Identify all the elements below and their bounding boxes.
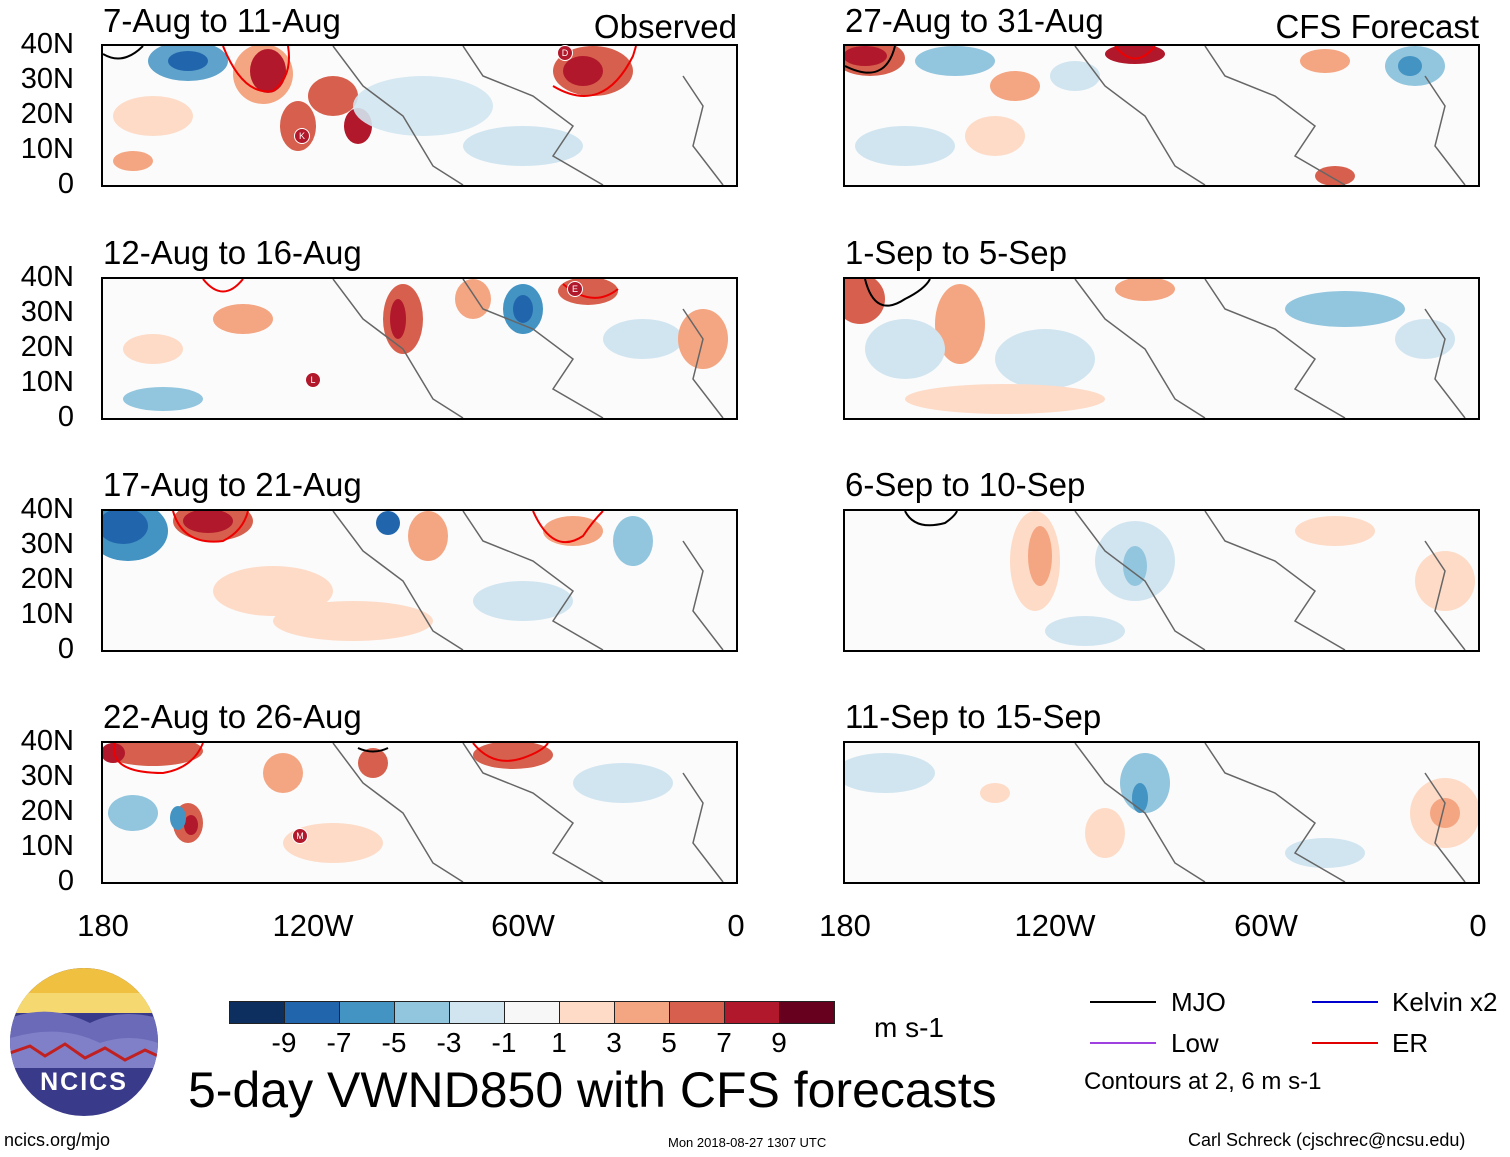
colorbar-tick-label: 3 xyxy=(606,1027,622,1058)
panel-tag-cfs-forecast: CFS Forecast xyxy=(1275,8,1479,45)
lat-label: 0 xyxy=(57,865,74,897)
map-area xyxy=(843,741,1480,884)
anomaly-field xyxy=(904,511,1475,650)
logo-text: NCICS xyxy=(40,1068,128,1096)
panel-title: 1-Sep to 5-Sep xyxy=(845,234,1067,271)
colorbar-tick-label: 1 xyxy=(551,1027,567,1058)
footer-timestamp: Mon 2018-08-27 1307 UTC xyxy=(668,1135,827,1150)
lat-label: 30N xyxy=(20,760,74,792)
lat-label: 30N xyxy=(20,296,74,328)
legend-label-er: ER xyxy=(1392,1028,1429,1058)
colorbar-swatch xyxy=(779,1001,835,1024)
map-area xyxy=(101,277,738,420)
lat-label: 40N xyxy=(20,261,74,293)
colorbar-swatch xyxy=(559,1001,615,1024)
lon-label-180-right: 180 xyxy=(819,908,871,943)
lon-label-0-left: 0 xyxy=(727,908,745,943)
map-area xyxy=(843,277,1480,420)
legend-label-mjo: MJO xyxy=(1171,987,1226,1017)
panel-title: 12-Aug to 16-Aug xyxy=(103,234,362,271)
storm-marker-k: K xyxy=(294,128,310,144)
storm-marker-l: L xyxy=(305,372,321,388)
colorbar-tick-label: -1 xyxy=(491,1027,517,1058)
colorbar-tick-label: -5 xyxy=(381,1027,407,1058)
lat-label: 10N xyxy=(20,830,74,862)
colorbar-swatch xyxy=(229,1001,285,1024)
lat-label: 20N xyxy=(20,563,74,595)
lon-label-120w-left: 120W xyxy=(272,908,354,943)
legend-line-mjo xyxy=(1090,1001,1156,1003)
lat-label: 30N xyxy=(20,528,74,560)
colorbar-tick-label: -9 xyxy=(271,1027,297,1058)
lat-label: 20N xyxy=(20,795,74,827)
legend-contour-note: Contours at 2, 6 m s-1 xyxy=(1084,1068,1322,1095)
colorbar-tick-label: -3 xyxy=(436,1027,462,1058)
storm-marker-m: M xyxy=(292,828,308,844)
map-area xyxy=(101,509,738,652)
panel-title: 7-Aug to 11-Aug xyxy=(103,2,341,39)
map-area xyxy=(101,44,738,187)
legend-line-er xyxy=(1312,1042,1378,1044)
main-title: 5-day VWND850 with CFS forecasts xyxy=(188,1062,997,1118)
lat-label: 30N xyxy=(20,63,74,95)
colorbar-swatch xyxy=(394,1001,450,1024)
anomaly-field xyxy=(103,46,724,185)
lat-label: 10N xyxy=(20,598,74,630)
lat-label: 0 xyxy=(57,633,74,665)
lon-label-60w-left: 60W xyxy=(491,908,555,943)
colorbar-tick-label: 5 xyxy=(661,1027,677,1058)
colorbar-tick-label: 7 xyxy=(716,1027,732,1058)
storm-marker-e: E xyxy=(567,281,583,297)
legend-label-low: Low xyxy=(1171,1028,1219,1058)
legend-line-low xyxy=(1090,1042,1156,1044)
lon-label-180-left: 180 xyxy=(77,908,129,943)
legend-line-kelvin xyxy=(1312,1001,1378,1003)
lat-label: 40N xyxy=(20,493,74,525)
panel-title: 17-Aug to 21-Aug xyxy=(103,466,362,503)
lat-label: 10N xyxy=(20,366,74,398)
lat-label: 20N xyxy=(20,331,74,363)
panel-title: 22-Aug to 26-Aug xyxy=(103,698,362,735)
lat-label: 40N xyxy=(20,28,74,60)
colorbar-swatch xyxy=(724,1001,780,1024)
legend-label-kelvin: Kelvin x2 xyxy=(1392,987,1498,1017)
panel-title: 11-Sep to 15-Sep xyxy=(845,698,1102,735)
lat-label: 20N xyxy=(20,98,74,130)
anomaly-field xyxy=(845,279,1466,418)
panel-tag-observed: Observed xyxy=(593,8,737,45)
footer-author: Carl Schreck (cjschrec@ncsu.edu) xyxy=(1188,1130,1466,1150)
panel-title: 6-Sep to 10-Sep xyxy=(845,466,1086,503)
lon-label-0-right: 0 xyxy=(1469,908,1487,943)
colorbar-swatch xyxy=(284,1001,340,1024)
lon-label-60w-right: 60W xyxy=(1234,908,1298,943)
anomaly-field xyxy=(103,511,724,650)
anomaly-field xyxy=(103,743,724,882)
lat-label: 40N xyxy=(20,725,74,757)
map-area xyxy=(843,509,1480,652)
colorbar-tick-label: 9 xyxy=(771,1027,787,1058)
panel-title: 27-Aug to 31-Aug xyxy=(845,2,1104,39)
colorbar-swatch xyxy=(449,1001,505,1024)
lat-label: 0 xyxy=(57,401,74,433)
anomaly-field xyxy=(123,279,728,418)
colorbar-units: m s-1 xyxy=(874,1012,944,1043)
map-area xyxy=(843,44,1480,187)
storm-marker-d: D xyxy=(557,45,573,61)
colorbar-swatch xyxy=(339,1001,395,1024)
lon-label-120w-right: 120W xyxy=(1014,908,1096,943)
anomaly-field xyxy=(845,743,1478,882)
lat-label: 0 xyxy=(57,168,74,200)
footer-url: ncics.org/mjo xyxy=(4,1130,111,1150)
colorbar-tick-label: -7 xyxy=(326,1027,352,1058)
lat-label: 10N xyxy=(20,133,74,165)
colorbar-swatch xyxy=(669,1001,725,1024)
logo-landscape xyxy=(10,968,158,1068)
ncics-logo: NCICS xyxy=(10,968,158,1116)
anomaly-field xyxy=(845,46,1466,185)
colorbar-swatch xyxy=(504,1001,560,1024)
map-area xyxy=(101,741,738,884)
colorbar-swatch xyxy=(614,1001,670,1024)
